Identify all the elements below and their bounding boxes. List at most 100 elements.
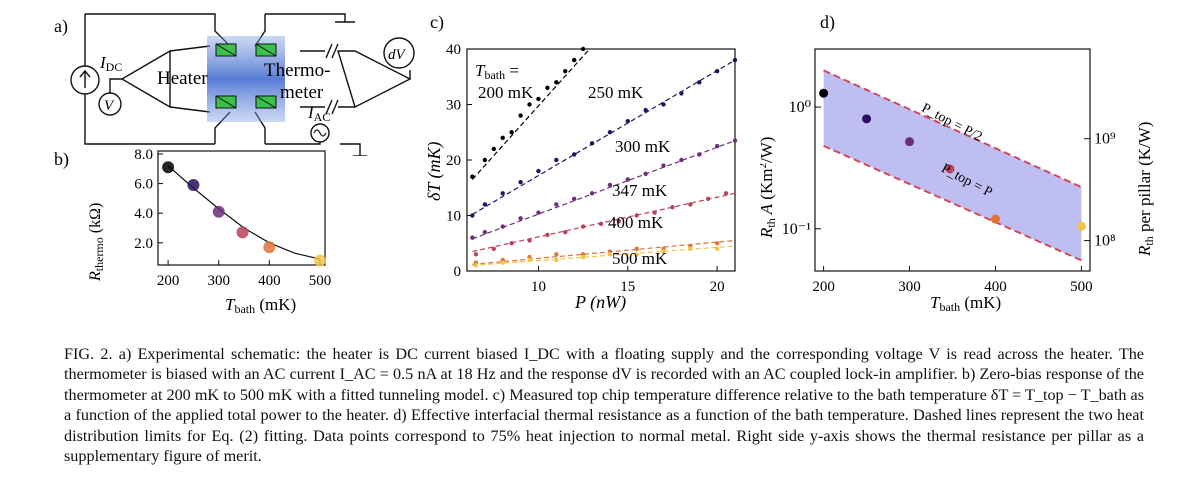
data-point — [563, 229, 568, 235]
data-point — [554, 252, 559, 257]
x-tick-label: 15 — [620, 279, 635, 295]
data-point — [670, 204, 675, 210]
data-point — [554, 257, 559, 263]
data-point — [491, 246, 496, 251]
data-point — [572, 152, 577, 157]
series-label: 300 mK — [615, 137, 671, 156]
data-point — [313, 254, 326, 267]
data-point — [509, 130, 514, 135]
x-tick-label: 500 — [1070, 279, 1093, 295]
tbath-legend: Tbath = — [475, 61, 519, 82]
x-tick-label: 500 — [309, 273, 332, 289]
data-point — [482, 229, 488, 235]
data-point — [905, 137, 915, 147]
y-tick-label: 2.0 — [134, 236, 153, 252]
data-point — [625, 118, 630, 124]
data-point — [634, 213, 639, 218]
data-point — [697, 80, 702, 85]
panel-b-ylabel: Rthermo (kΩ) — [87, 203, 106, 282]
data-point — [236, 226, 249, 239]
data-point — [697, 152, 702, 157]
data-point — [518, 113, 523, 118]
y-tick-label-right: 10⁸ — [1094, 233, 1116, 250]
data-point — [714, 246, 720, 251]
figure-caption: FIG. 2. a) Experimental schematic: the h… — [64, 345, 1144, 466]
data-point — [652, 210, 657, 215]
data-point — [518, 180, 523, 185]
data-point — [589, 191, 595, 196]
panel-a-label: a) — [54, 16, 68, 37]
svg-text:IDC: IDC — [99, 53, 122, 74]
y-tick-label: 10 — [446, 209, 461, 225]
upper-limit-line — [823, 69, 1082, 189]
panel-d-xlabel: Tbath (mK) — [930, 293, 1001, 314]
y-tick-label-right: 10⁹ — [1094, 131, 1116, 148]
data-point — [661, 102, 666, 107]
x-tick-label: 400 — [258, 273, 281, 289]
svg-text:IAC: IAC — [307, 103, 330, 124]
thermo-label-2: meter — [280, 82, 324, 103]
data-point — [482, 157, 488, 163]
data-point — [470, 213, 475, 218]
data-point — [679, 157, 684, 163]
fit-line — [472, 59, 735, 215]
data-point — [536, 96, 541, 102]
x-tick-label: 20 — [710, 279, 725, 295]
data-point — [990, 214, 1000, 224]
data-point — [643, 171, 648, 177]
series-label: 400 mK — [608, 213, 664, 232]
x-tick-label: 300 — [898, 279, 921, 295]
data-point — [643, 107, 648, 113]
data-point — [212, 205, 225, 218]
panel-b-chart: b) Rthermo (kΩ) Tbath (mK) 200 300 400 500 2… — [54, 147, 332, 316]
data-point — [616, 218, 622, 224]
data-point — [518, 216, 523, 221]
x-tick-label: 200 — [157, 273, 180, 289]
thermo-label-1: Thermo- — [264, 60, 330, 81]
data-point — [580, 46, 586, 52]
data-point — [162, 161, 175, 174]
panel-b-xlabel: Tbath (mK) — [225, 295, 296, 316]
y-tick-label-left: 10⁻¹ — [782, 221, 811, 238]
panel-c-ylabel: δT (mK) — [424, 141, 445, 201]
panel-b-label: b) — [54, 149, 69, 170]
x-tick-label: 400 — [984, 279, 1007, 295]
data-point — [509, 241, 514, 246]
y-tick-label: 4.0 — [134, 206, 153, 222]
data-point — [598, 221, 604, 227]
data-point — [634, 246, 639, 251]
voltmeter-icon — [98, 92, 122, 116]
dv-meter-icon — [383, 37, 415, 69]
data-point — [263, 241, 276, 254]
v-label: V — [104, 98, 115, 114]
data-point — [723, 191, 729, 196]
data-point — [563, 69, 568, 74]
panel-d-ylabel-right: Rth per pillar (K/W) — [1135, 122, 1156, 257]
data-point — [607, 130, 613, 135]
data-point — [545, 232, 550, 238]
data-point — [862, 114, 872, 124]
series-label: 200 mK — [478, 83, 534, 102]
series-label: 250 mK — [588, 83, 644, 102]
data-point — [589, 141, 595, 146]
data-point — [580, 254, 586, 260]
heater-label: Heater — [157, 68, 208, 89]
y-tick-label: 6.0 — [134, 177, 153, 193]
data-point — [732, 138, 738, 143]
fit-line — [471, 49, 591, 180]
data-point — [491, 146, 496, 152]
data-point — [554, 157, 559, 163]
data-point — [732, 57, 738, 63]
data-point — [1076, 221, 1086, 231]
data-point — [470, 174, 475, 179]
data-point — [500, 224, 505, 229]
y-tick-label: 30 — [446, 98, 461, 114]
data-point — [714, 241, 720, 246]
panel-a-schematic: a) IDC V — [54, 13, 415, 156]
data-point — [500, 260, 505, 265]
x-tick-label: 300 — [207, 273, 230, 289]
data-point — [545, 85, 550, 91]
x-tick-label: 10 — [531, 279, 546, 295]
panel-d-label: d) — [820, 12, 835, 33]
dv-label: dV — [388, 47, 407, 63]
